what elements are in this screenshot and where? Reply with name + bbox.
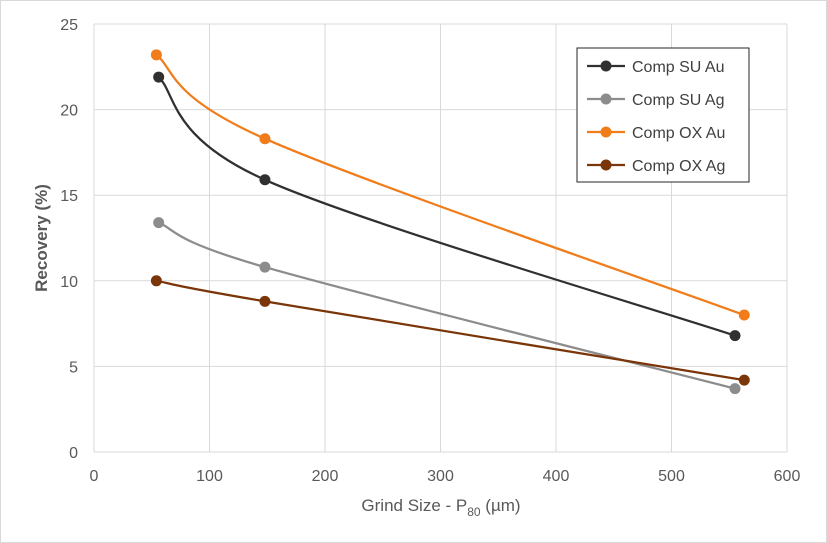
y-axis-title: Recovery (%) [32,184,51,292]
data-point-comp-ox-au [738,309,750,321]
series-line-comp-ox-ag [156,279,745,382]
x-tick-label: 0 [90,468,99,485]
legend-marker [600,93,612,105]
y-tick-label: 20 [60,103,78,120]
x-tick-labels: 0 100 200 300 400 500 600 [90,468,801,485]
x-tick-label: 500 [658,468,685,485]
data-point-comp-ox-ag [150,275,162,287]
y-tick-label: 25 [60,17,78,34]
data-point-comp-ox-au [150,49,162,61]
x-tick-label: 600 [774,468,801,485]
x-axis-title-main: Grind Size - P [361,496,467,515]
series-line-comp-su-au [157,76,736,337]
x-axis-title-subscript: 80 [467,505,481,519]
legend-marker [600,159,612,171]
x-tick-label: 100 [196,468,223,485]
data-point-comp-su-au [259,174,271,186]
legend-marker [600,60,612,72]
data-point-comp-su-ag [153,217,165,229]
legend-label: Comp SU Ag [632,92,724,109]
series-line-comp-su-ag [158,221,736,390]
data-point-comp-ox-ag [259,295,271,307]
y-tick-label: 15 [60,188,78,205]
series-line-comp-ox-au [155,53,745,317]
data-point-comp-su-au [153,71,165,83]
legend-label: Comp OX Ag [632,158,725,175]
x-tick-label: 200 [312,468,339,485]
data-point-comp-su-au [729,330,741,342]
data-point-comp-ox-ag [738,374,750,386]
x-axis-title-unit: (µm) [481,496,521,515]
data-point-comp-su-ag [729,383,741,395]
series-points [150,49,750,395]
y-tick-labels: 0 5 10 15 20 25 [60,17,78,462]
y-tick-label: 5 [69,359,78,376]
y-tick-label: 10 [60,274,78,291]
legend-label: Comp OX Au [632,125,725,142]
x-tick-label: 400 [543,468,570,485]
x-tick-label: 300 [427,468,454,485]
legend: Comp SU Au Comp SU Ag Comp OX Au Comp OX Ag [576,47,750,183]
legend-marker [600,126,612,138]
y-tick-label: 0 [69,445,78,462]
series-lines [155,53,745,390]
x-axis-title: Grind Size - P80 (µm) [361,496,520,519]
data-point-comp-su-ag [259,261,271,273]
data-point-comp-ox-au [259,133,271,145]
legend-label: Comp SU Au [632,59,724,76]
